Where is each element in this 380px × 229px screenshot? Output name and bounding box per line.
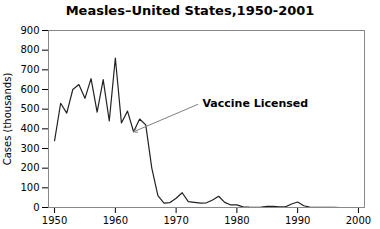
svg-text:700: 700 xyxy=(20,64,39,75)
svg-text:400: 400 xyxy=(20,123,39,134)
svg-text:2000: 2000 xyxy=(346,215,371,226)
svg-text:600: 600 xyxy=(20,84,39,95)
svg-text:1980: 1980 xyxy=(224,215,249,226)
svg-text:100: 100 xyxy=(20,182,39,193)
svg-text:300: 300 xyxy=(20,143,39,154)
svg-text:1970: 1970 xyxy=(163,215,188,226)
svg-text:200: 200 xyxy=(20,162,39,173)
svg-text:Cases (thousands): Cases (thousands) xyxy=(2,73,13,166)
svg-text:1990: 1990 xyxy=(285,215,310,226)
svg-text:0: 0 xyxy=(33,202,39,213)
svg-text:1960: 1960 xyxy=(103,215,128,226)
svg-text:500: 500 xyxy=(20,103,39,114)
svg-text:900: 900 xyxy=(20,25,39,36)
svg-text:1950: 1950 xyxy=(42,215,67,226)
html-text:Measles–United States,1950-200: Measles–United States,1950-2001 xyxy=(65,3,315,18)
svg-text:Vaccine Licensed: Vaccine Licensed xyxy=(202,97,308,110)
svg-text:800: 800 xyxy=(20,44,39,55)
